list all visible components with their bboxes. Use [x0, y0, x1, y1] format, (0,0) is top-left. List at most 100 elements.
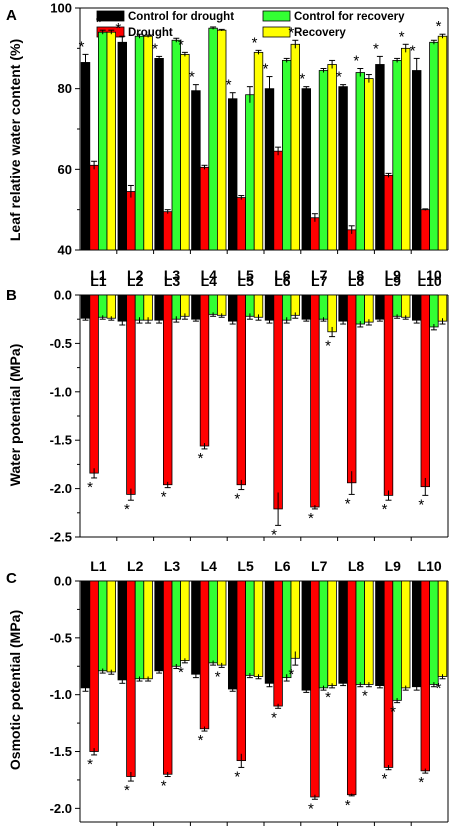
- bar: [338, 580, 348, 684]
- legend-label-control-recovery: Control for recovery: [294, 11, 405, 23]
- significance-star: *: [308, 800, 314, 817]
- significance-star: *: [325, 689, 331, 706]
- significance-star: *: [161, 489, 167, 506]
- bar: [383, 174, 394, 251]
- bar: [245, 94, 255, 251]
- bar: [134, 35, 145, 251]
- bar: [89, 580, 99, 752]
- bar: [117, 580, 128, 681]
- bar: [143, 294, 153, 321]
- bar: [216, 29, 227, 251]
- bar: [199, 580, 210, 730]
- category-label: L8: [348, 267, 365, 283]
- bar: [301, 580, 312, 691]
- bar: [154, 580, 164, 672]
- bar: [98, 31, 108, 251]
- panel-b: B Water potential (MPa): [6, 287, 23, 486]
- panel-a: A Leaf relative water content (%): [6, 7, 23, 241]
- y-tick-label: 80: [58, 81, 72, 96]
- bar: [429, 41, 439, 251]
- bar: [227, 580, 238, 690]
- y-tick-label: 40: [58, 243, 72, 258]
- bar: [400, 294, 411, 318]
- bar: [281, 580, 292, 679]
- significance-star: *: [271, 709, 277, 726]
- significance-star: *: [299, 71, 305, 88]
- bar: [98, 580, 108, 672]
- y-tick-label: -2.0: [50, 481, 72, 496]
- bar: [437, 35, 448, 251]
- category-label: L2: [127, 267, 144, 283]
- bar: [301, 294, 312, 320]
- significance-star: *: [152, 40, 158, 57]
- panel-a-plot: 40 60 80 100 L1 * * L2 * L3 * * L4 * L5 * * L6 * * L7 * L8 * * L9…: [50, 1, 449, 283]
- category-label: L1: [90, 267, 107, 283]
- significance-star: *: [382, 501, 388, 518]
- bar: [106, 580, 117, 673]
- category-label: L9: [385, 273, 402, 289]
- bar: [253, 51, 264, 251]
- category-label: L3: [164, 273, 181, 289]
- bar: [171, 294, 182, 320]
- category-label: L5: [237, 267, 254, 283]
- significance-star: *: [115, 20, 121, 37]
- bar: [89, 164, 99, 251]
- significance-star: *: [410, 42, 416, 59]
- category-label: L6: [274, 558, 291, 574]
- category-label: L6: [274, 273, 291, 289]
- y-tick-label: -0.5: [50, 336, 72, 351]
- bar: [162, 580, 173, 775]
- significance-star: *: [178, 36, 184, 53]
- significance-star: *: [161, 778, 167, 795]
- category-label: L1: [90, 558, 107, 574]
- significance-star: *: [178, 664, 184, 681]
- bar: [227, 98, 238, 251]
- bar: [208, 27, 218, 251]
- category-label: L7: [311, 558, 328, 574]
- bar: [154, 58, 164, 251]
- bar: [126, 580, 136, 777]
- category-label: L5: [237, 273, 254, 289]
- category-label: L4: [201, 273, 218, 289]
- bar: [383, 294, 394, 496]
- bar: [429, 294, 439, 328]
- bar: [310, 294, 320, 508]
- bar: [411, 580, 422, 688]
- bar: [253, 580, 264, 677]
- category-label: L5: [237, 558, 254, 574]
- y-tick-label: -0.5: [50, 630, 72, 645]
- category-label: L9: [385, 558, 402, 574]
- bar: [236, 197, 247, 251]
- significance-star: *: [308, 510, 314, 527]
- category-label: L6: [274, 267, 291, 283]
- bar: [327, 580, 337, 686]
- significance-star: *: [215, 668, 221, 685]
- bar: [375, 64, 385, 251]
- significance-star: *: [382, 771, 388, 788]
- category-label: L4: [201, 267, 218, 283]
- bar: [171, 580, 182, 667]
- significance-star: *: [325, 338, 331, 355]
- bar: [273, 580, 283, 707]
- category-label: L10: [418, 558, 442, 574]
- significance-star: *: [345, 797, 351, 814]
- bar: [327, 294, 337, 333]
- bar: [216, 294, 227, 316]
- bar: [273, 150, 283, 251]
- significance-star: *: [345, 495, 351, 512]
- y-tick-label: -2.0: [50, 801, 72, 816]
- bar: [420, 580, 431, 772]
- bar: [143, 35, 153, 251]
- significance-star: *: [124, 501, 130, 518]
- bar: [106, 31, 117, 251]
- bar: [171, 39, 182, 251]
- bar: [106, 294, 117, 319]
- y-tick-label: -2.5: [50, 530, 72, 545]
- panel-b-ylabel: Water potential (MPa): [7, 344, 23, 487]
- bar: [346, 580, 357, 796]
- bar: [134, 580, 145, 680]
- significance-star: *: [373, 40, 379, 57]
- significance-star: *: [418, 774, 424, 791]
- bar: [117, 41, 128, 251]
